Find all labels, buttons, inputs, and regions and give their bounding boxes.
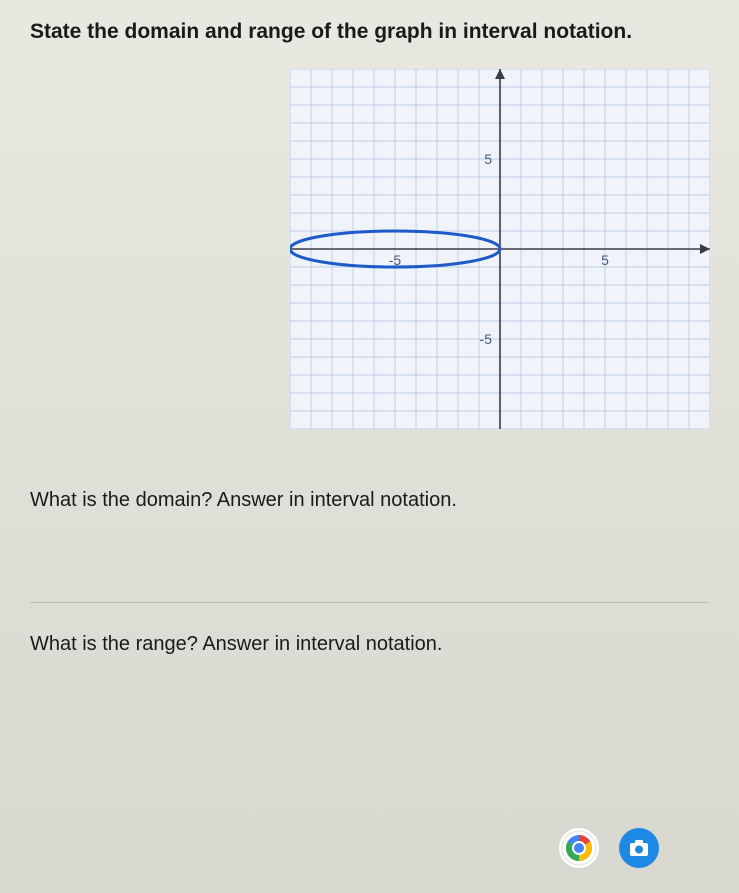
camera-icon[interactable] xyxy=(619,828,659,868)
svg-text:5: 5 xyxy=(601,252,609,268)
domain-question: What is the domain? Answer in interval n… xyxy=(30,489,709,512)
svg-text:-5: -5 xyxy=(480,331,493,347)
svg-text:5: 5 xyxy=(484,151,492,167)
bottom-icons xyxy=(559,828,659,868)
divider xyxy=(30,602,709,603)
chrome-icon[interactable] xyxy=(559,828,599,868)
page-title: State the domain and range of the graph … xyxy=(30,20,709,44)
svg-text:-5: -5 xyxy=(389,252,402,268)
range-question: What is the range? Answer in interval no… xyxy=(30,633,709,656)
graph-container: 5 -5 5 -5 xyxy=(290,69,710,449)
coordinate-graph: 5 -5 5 -5 xyxy=(290,69,710,429)
